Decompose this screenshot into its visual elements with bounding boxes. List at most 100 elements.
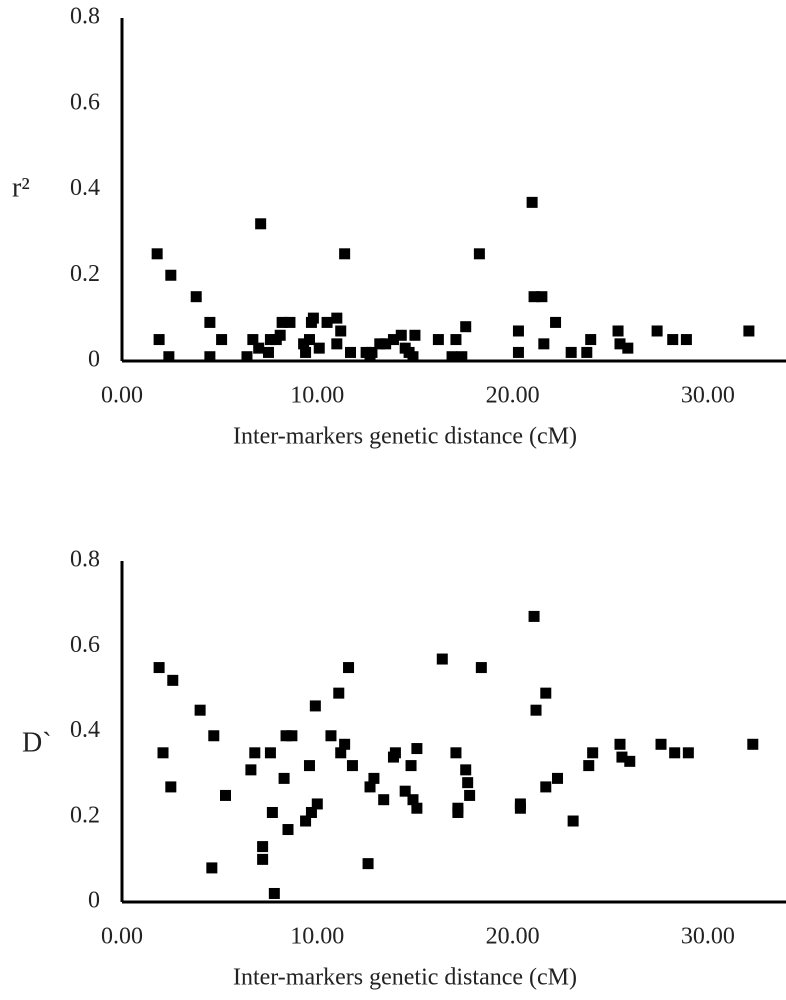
point	[165, 781, 177, 793]
point	[282, 824, 294, 836]
point	[300, 346, 312, 358]
point	[274, 329, 286, 341]
point	[284, 316, 296, 328]
point	[247, 334, 259, 346]
point	[585, 334, 597, 346]
point	[411, 743, 423, 755]
point	[655, 738, 667, 750]
point	[407, 794, 419, 806]
point	[286, 730, 298, 742]
point	[216, 334, 228, 346]
point	[313, 342, 325, 354]
point	[587, 747, 599, 759]
point	[389, 747, 401, 759]
point	[157, 747, 169, 759]
point	[257, 853, 269, 865]
y-tick-label: 0.2	[70, 261, 100, 287]
point	[432, 334, 444, 346]
point	[450, 747, 462, 759]
x-tick-label: 0.00	[101, 383, 143, 409]
point	[464, 789, 476, 801]
point	[153, 662, 165, 674]
point	[303, 334, 315, 346]
point	[747, 738, 759, 750]
y-tick-label: 0.4	[70, 175, 100, 201]
point	[583, 760, 595, 772]
point	[378, 794, 390, 806]
x-axis-title: Inter-markers genetic distance (cM)	[233, 424, 577, 450]
point	[540, 687, 552, 699]
y-tick-label: 0	[88, 347, 100, 373]
point	[167, 674, 179, 686]
point	[530, 704, 542, 716]
y-tick-label: 0	[88, 888, 100, 914]
point	[325, 730, 337, 742]
point	[194, 704, 206, 716]
point	[346, 760, 358, 772]
point	[387, 334, 399, 346]
point	[540, 781, 552, 793]
point	[333, 687, 345, 699]
point	[163, 351, 175, 363]
point	[249, 747, 261, 759]
x-tick-label: 0.00	[101, 924, 143, 950]
point	[380, 338, 392, 350]
point	[473, 248, 485, 260]
point	[475, 662, 487, 674]
y-tick-label: 0.2	[70, 802, 100, 828]
point	[616, 751, 628, 763]
point	[241, 351, 253, 363]
y-tick-label: 0.8	[70, 4, 100, 30]
point	[614, 338, 626, 350]
point	[680, 334, 692, 346]
x-axis-title: Inter-markers genetic distance (cM)	[233, 965, 577, 991]
point	[395, 329, 407, 341]
point	[565, 346, 577, 358]
point	[268, 887, 280, 899]
x-tick-label: 10.00	[290, 924, 344, 950]
y-tick-label: 0.4	[70, 717, 100, 743]
point	[331, 338, 343, 350]
x-tick-label: 20.00	[486, 383, 540, 409]
point	[264, 747, 276, 759]
point	[298, 338, 310, 350]
point	[667, 334, 679, 346]
point	[331, 312, 343, 324]
point	[614, 738, 626, 750]
point	[462, 777, 474, 789]
point	[743, 325, 755, 337]
point	[339, 248, 351, 260]
x-tick-label: 30.00	[681, 383, 735, 409]
point	[514, 798, 526, 810]
point	[581, 346, 593, 358]
point	[264, 334, 276, 346]
point	[436, 653, 448, 665]
point	[204, 351, 216, 363]
point	[407, 351, 419, 363]
point	[305, 806, 317, 818]
point	[278, 772, 290, 784]
y-tick-label: 0.8	[70, 547, 100, 573]
point	[456, 351, 468, 363]
y-tick-label: 0.6	[70, 632, 100, 658]
point	[552, 772, 564, 784]
point	[538, 338, 550, 350]
point	[460, 321, 472, 333]
point	[276, 316, 288, 328]
point	[335, 747, 347, 759]
point	[366, 346, 378, 358]
point	[651, 325, 663, 337]
y-axis-title: r²	[12, 172, 30, 203]
point	[411, 802, 423, 814]
y-axis-title: D`	[22, 727, 52, 758]
x-tick-label: 10.00	[290, 383, 344, 409]
y-tick-label: 0.6	[70, 89, 100, 115]
point	[460, 764, 472, 776]
point	[311, 798, 323, 810]
point	[266, 806, 278, 818]
point	[669, 747, 681, 759]
point	[450, 334, 462, 346]
point	[612, 325, 624, 337]
point	[208, 730, 220, 742]
